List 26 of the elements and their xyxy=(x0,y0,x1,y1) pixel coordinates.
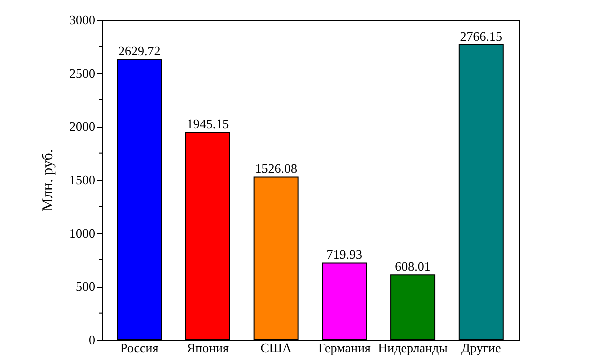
bar xyxy=(390,274,436,340)
data-label: 608.01 xyxy=(395,259,431,274)
y-axis-title: Млн. руб. xyxy=(40,149,56,212)
x-tick-label: США xyxy=(260,340,293,356)
y-tick-label: 1500 xyxy=(70,172,96,188)
bar xyxy=(458,44,504,340)
y-tick-label: 1000 xyxy=(70,226,96,241)
data-label: 1526.08 xyxy=(255,161,298,176)
data-label: 2766.15 xyxy=(460,28,503,44)
x-tick-label: Германия xyxy=(318,340,371,356)
data-label: 719.93 xyxy=(326,247,363,262)
y-tick-label: 3000 xyxy=(70,12,96,28)
data-label: 1945.15 xyxy=(186,116,230,132)
data-label: 2629.72 xyxy=(118,43,161,58)
bar xyxy=(117,58,162,340)
x-tick-label: Другие xyxy=(462,340,502,356)
bar xyxy=(254,176,299,340)
bar xyxy=(185,132,230,340)
x-tick-label: Нидерланды xyxy=(378,340,448,356)
y-tick-label: 2500 xyxy=(70,66,96,81)
x-tick-label: Россия xyxy=(120,340,159,356)
y-tick-label: 2000 xyxy=(70,119,96,134)
y-tick-label: 500 xyxy=(76,279,96,294)
x-tick-label: Япония xyxy=(186,340,229,356)
y-tick-label: 0 xyxy=(89,332,96,348)
bar xyxy=(322,262,368,340)
